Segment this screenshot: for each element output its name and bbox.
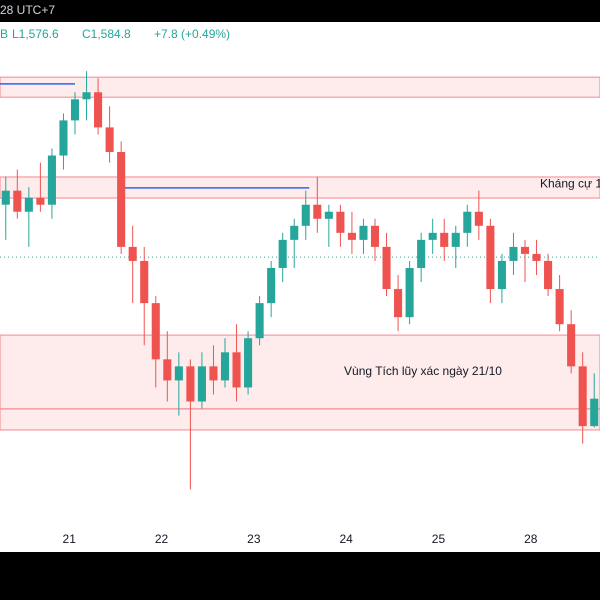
candle-body <box>290 225 299 240</box>
candle-body <box>417 239 426 268</box>
candle-body <box>209 366 218 381</box>
zone-label: Vùng Tích lũy xác ngày 21/10 <box>344 364 502 378</box>
candle-body <box>1 190 10 205</box>
candle-body <box>244 338 253 388</box>
header-change: +7.8 (+0.49%) <box>154 27 230 41</box>
candle-body <box>105 127 114 153</box>
candle-body <box>36 197 45 205</box>
candle-body <box>24 197 33 212</box>
candle-body <box>544 260 553 290</box>
candle-body <box>532 253 541 261</box>
candle-body <box>163 359 172 381</box>
candle-body <box>82 92 91 100</box>
top-bar <box>0 0 600 22</box>
candle-body <box>278 239 287 268</box>
candle-body <box>267 267 276 304</box>
candle-body <box>140 260 149 304</box>
candle-body <box>336 211 345 233</box>
candle-body <box>382 246 391 290</box>
zone-label: Kháng cự 16 <box>540 177 600 191</box>
candle-body <box>440 232 449 247</box>
candle-body <box>359 225 368 240</box>
x-tick-label: 21 <box>63 532 77 546</box>
x-tick-label: 24 <box>339 532 353 546</box>
candle-body <box>370 225 380 247</box>
zone <box>0 76 600 98</box>
candle-body <box>70 99 80 121</box>
candle-body <box>59 120 68 156</box>
candle-body <box>313 204 322 219</box>
candle-body <box>94 92 103 128</box>
header-time: 28 UTC+7 <box>0 3 55 17</box>
candle-body <box>301 204 310 226</box>
candle-body <box>232 352 241 388</box>
candle-body <box>451 232 460 247</box>
candle-body <box>590 398 599 427</box>
zone <box>0 408 600 431</box>
candle-body <box>186 366 195 402</box>
candle-body <box>324 211 333 219</box>
candle-body <box>174 366 183 381</box>
x-tick-label: 23 <box>247 532 261 546</box>
candle-body <box>405 267 414 318</box>
candle-body <box>567 324 576 367</box>
candle-body <box>220 352 230 381</box>
candle-body <box>347 232 356 240</box>
candle-body <box>197 366 206 402</box>
x-tick-label: 28 <box>524 532 538 546</box>
candle-body <box>255 303 264 339</box>
candle-body <box>463 211 472 233</box>
x-tick-label: 22 <box>155 532 169 546</box>
candle-body <box>474 211 483 226</box>
candle-body <box>13 190 22 212</box>
zone <box>0 334 600 410</box>
header-close: C1,584.8 <box>82 27 131 41</box>
header-low: L1,576.6 <box>12 27 59 41</box>
candle-body <box>520 246 530 254</box>
candle-body <box>47 155 56 205</box>
bottom-bar <box>0 552 600 600</box>
candle-body <box>394 289 403 318</box>
candle-body <box>151 303 160 360</box>
candle-body <box>497 260 506 290</box>
x-tick-label: 25 <box>432 532 446 546</box>
candle-body <box>128 246 137 261</box>
candle-body <box>486 225 495 290</box>
candle-body <box>117 152 126 247</box>
header-open: B <box>0 27 8 41</box>
candle-body <box>555 289 564 325</box>
candle-body <box>509 246 518 261</box>
candle-body <box>578 366 587 427</box>
candle-body <box>428 232 437 240</box>
